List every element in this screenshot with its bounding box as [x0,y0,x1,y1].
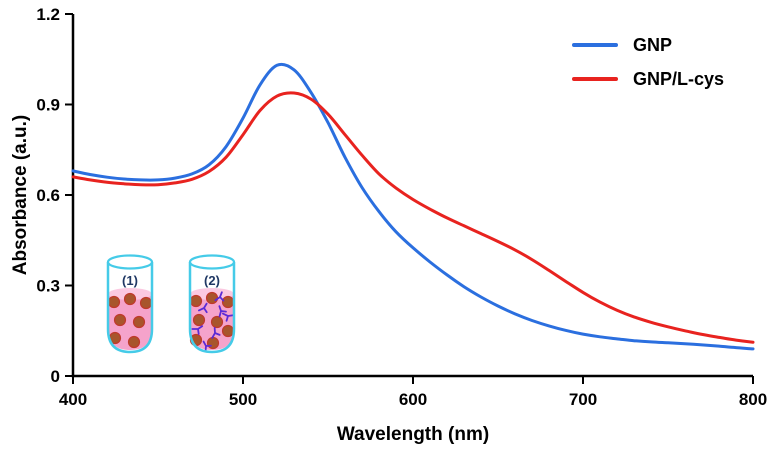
nanoparticle [192,313,206,327]
series-line-gnp-l-cys [71,91,755,344]
lcys-molecule-icon [197,302,208,314]
y-tick-label: 1.2 [36,5,60,24]
nanoparticle [221,324,235,338]
vial-1-body [106,262,154,354]
x-tick-label: 600 [399,390,427,409]
lcys-molecule-icon [202,340,212,353]
nanoparticle [205,291,219,305]
x-tick-label: 700 [569,390,597,409]
legend-item-gnp: GNP [572,36,724,54]
vial-1-opening [106,254,154,270]
lcys-molecule-icon [211,327,221,339]
nanoparticle [210,315,224,329]
lcys-molecule-icon [191,325,204,335]
y-tick-label: 0 [51,367,60,386]
nanoparticle [132,315,146,329]
y-tick-label: 0.3 [36,277,60,296]
legend-line-gnp-lcys [572,77,618,81]
legend-line-gnp [572,43,618,47]
lcys-molecule-icon [218,305,227,318]
series-line-gnp [71,62,755,351]
y-axis-label: Absorbance (a.u.) [10,114,31,276]
y-tick-label: 0.9 [36,96,60,115]
nanoparticle [123,292,137,306]
legend-label-gnp: GNP [633,35,673,55]
nanoparticle [221,295,235,309]
legend-item-gnp-lcys: GNP/L-cys [572,70,724,88]
x-tick-label: 800 [739,390,767,409]
vial-1-label: (1) [122,273,138,288]
vial-2-body [188,262,236,354]
lcys-molecule-icon [221,312,234,322]
x-axis-label: Wavelength (nm) [336,424,490,445]
y-tick-label: 0.6 [36,186,60,205]
nanoparticle [189,294,203,308]
vial-2-ligands [191,291,234,353]
x-tick-label: 500 [229,390,257,409]
legend-label-gnp-lcys: GNP/L-cys [633,69,725,89]
nanoparticle [113,313,127,327]
nanoparticle [139,296,153,310]
lcys-molecule-icon [214,291,225,302]
nanoparticle [127,335,141,349]
legend: GNP GNP/L-cys [572,36,724,88]
nanoparticle [107,295,121,309]
vial-2-label: (2) [204,273,220,288]
inset-vial-1: (1) [106,254,154,354]
inset-vial-2: (2) [188,254,236,354]
vial-2-opening [188,254,236,270]
inset-illustration: (1) [106,254,236,354]
x-tick-label: 400 [59,390,87,409]
nanoparticle [206,336,220,350]
